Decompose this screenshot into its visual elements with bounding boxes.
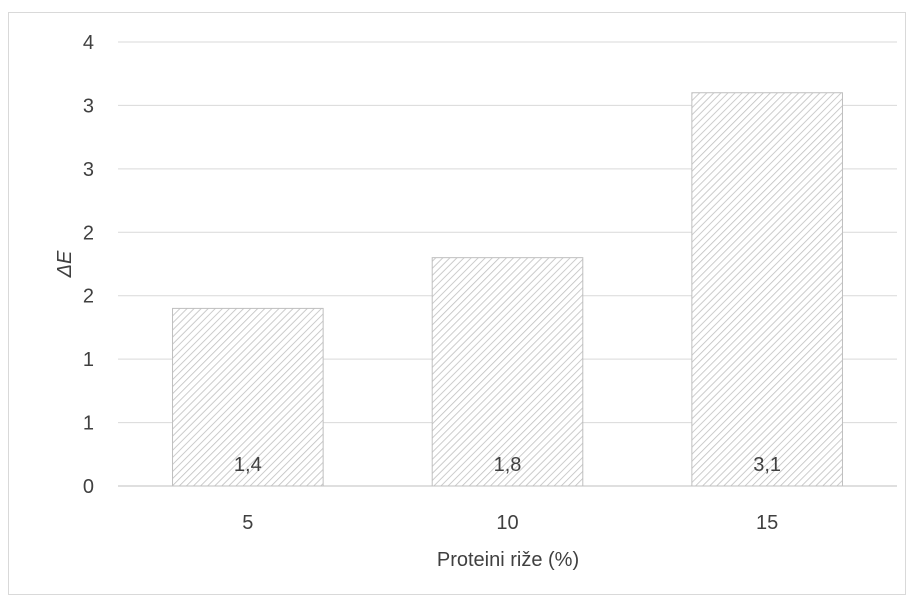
y-tick-label: 2 <box>83 222 94 244</box>
y-tick-label: 2 <box>83 286 94 308</box>
bar <box>431 257 584 487</box>
bar <box>172 307 324 487</box>
x-tick-label: 10 <box>496 512 518 534</box>
y-tick-label: 3 <box>83 159 94 181</box>
labels: 0 1 1 2 2 3 3 4 1,4 5 1,8 10 3,1 15 <box>83 32 781 534</box>
data-label: 3,1 <box>753 454 781 476</box>
bar <box>691 92 843 487</box>
y-tick-label: 1 <box>83 349 94 371</box>
y-tick-label: 1 <box>83 413 94 435</box>
y-axis-title: ΔE <box>54 250 76 278</box>
data-label: 1,8 <box>494 454 522 476</box>
x-tick-label: 5 <box>242 512 253 534</box>
y-tick-label: 3 <box>83 95 94 117</box>
y-tick-label: 0 <box>83 476 94 498</box>
x-tick-label: 15 <box>756 512 778 534</box>
x-axis-title: Proteini riže (%) <box>437 549 579 571</box>
data-label: 1,4 <box>234 454 262 476</box>
y-tick-label: 4 <box>83 32 94 54</box>
bars <box>172 92 843 487</box>
